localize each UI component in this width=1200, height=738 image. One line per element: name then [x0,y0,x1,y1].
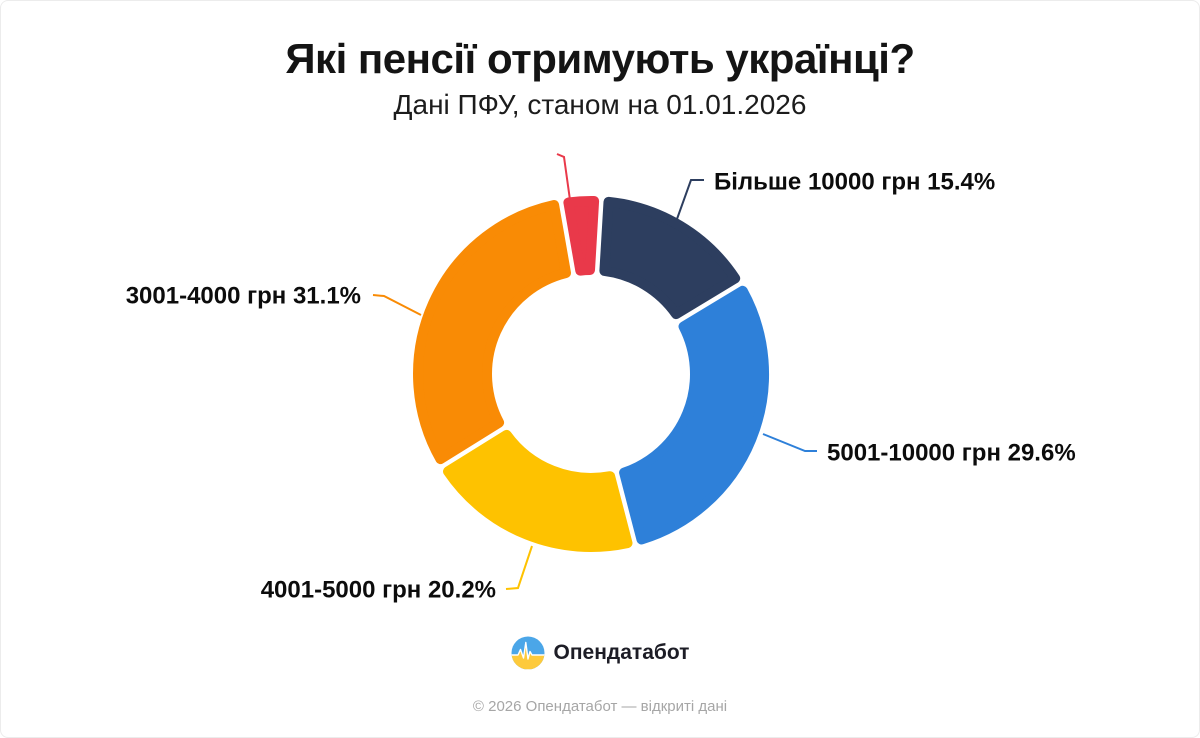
donut-segment-3 [443,429,633,552]
opendatabot-logo-icon [511,636,545,670]
leader-line-2 [762,433,817,452]
copyright-text: © 2026 Опендатабот — відкриті дані [472,698,728,715]
leader-line-0 [556,153,571,201]
segment-label-2: 5001-10000 грн 29.6% [827,440,1076,467]
brand-row: Опендатабот [1,635,1199,671]
donut-segment-4 [413,200,571,465]
donut-segment-0 [563,195,600,276]
page-title: Які пенсії отримують українці? [285,35,915,82]
segment-label-3: 4001-5000 грн 20.2% [261,577,496,604]
leader-line-3 [505,545,533,590]
leader-line-4 [372,294,422,316]
segment-label-4: 3001-4000 грн 31.1% [126,283,361,310]
donut-segment-2 [619,285,770,545]
brand-name: Опендатабот [553,641,690,664]
segment-label-1: Більше 10000 грн 15.4% [714,169,995,196]
page-subtitle: Дані ПФУ, станом на 01.01.2026 [393,89,807,120]
donut-segment-1 [599,196,741,320]
leader-line-1 [676,179,704,220]
